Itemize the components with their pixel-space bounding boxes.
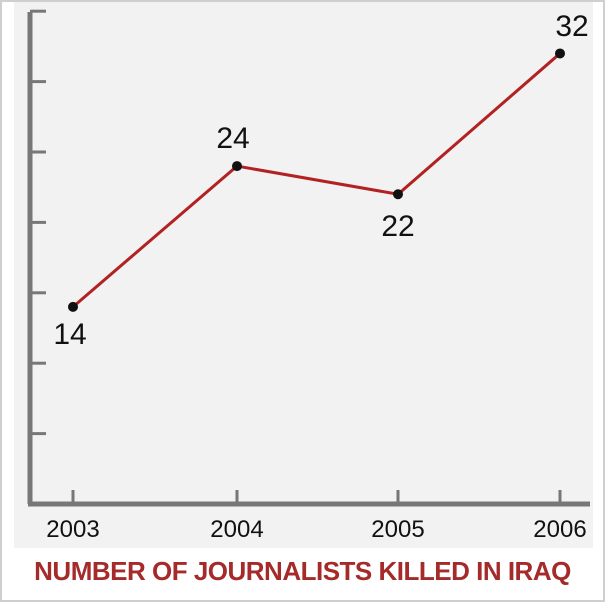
data-point	[68, 301, 78, 312]
x-tick-label: 2004	[210, 516, 263, 543]
data-point	[555, 48, 565, 59]
data-point	[393, 189, 403, 200]
x-tick-label: 2005	[371, 516, 424, 543]
data-label: 24	[216, 122, 249, 155]
series-line	[72, 52, 561, 309]
labels: 2003 2004 2005 2006 14 24 22 32	[46, 10, 588, 543]
x-tick-label: 2003	[46, 516, 99, 543]
data-point	[232, 161, 242, 172]
data-label: 32	[555, 10, 588, 43]
series	[68, 48, 565, 312]
x-tick-label: 2006	[533, 516, 586, 543]
data-label: 22	[381, 210, 414, 243]
axes	[27, 9, 590, 507]
chart-title: NUMBER OF JOURNALISTS KILLED IN IRAQ	[34, 556, 571, 586]
data-label: 14	[53, 318, 86, 351]
